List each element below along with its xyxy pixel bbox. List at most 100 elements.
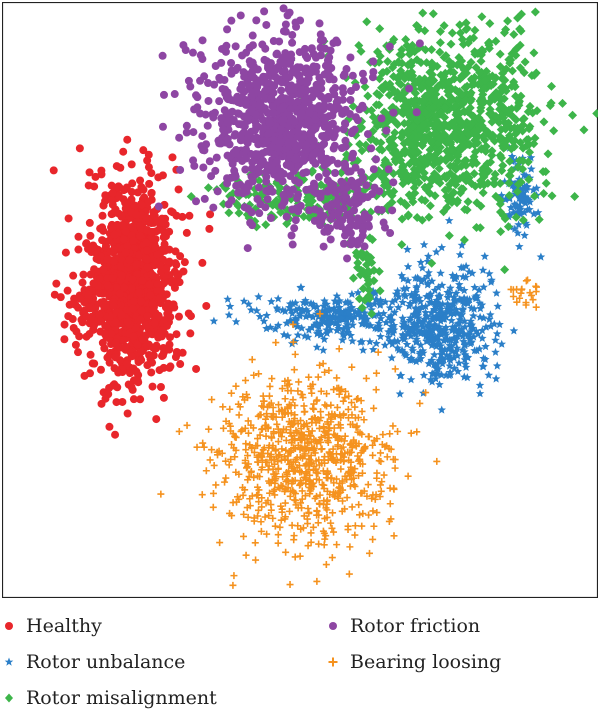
point-rotor-friction — [293, 204, 302, 213]
point-healthy — [205, 224, 214, 233]
point-rotor-friction — [230, 166, 239, 175]
point-healthy — [109, 301, 118, 310]
point-rotor-unbalance — [434, 335, 443, 344]
point-rotor-friction — [222, 41, 231, 50]
point-healthy — [86, 231, 95, 240]
point-rotor-unbalance — [455, 280, 464, 289]
point-rotor-friction — [343, 254, 352, 263]
point-healthy — [119, 147, 128, 156]
point-healthy — [127, 160, 136, 169]
point-rotor-misalignment — [530, 7, 540, 17]
point-rotor-misalignment — [509, 30, 519, 40]
point-rotor-friction — [270, 81, 279, 90]
point-rotor-misalignment — [495, 99, 505, 109]
point-rotor-misalignment — [495, 49, 505, 59]
point-rotor-misalignment — [455, 28, 465, 38]
point-rotor-unbalance — [314, 311, 323, 320]
point-rotor-unbalance — [403, 328, 413, 337]
point-rotor-unbalance — [476, 304, 485, 313]
point-healthy — [69, 271, 78, 280]
point-bearing-loosing — [379, 431, 387, 439]
point-rotor-misalignment — [414, 178, 424, 188]
point-rotor-unbalance — [380, 340, 390, 349]
point-rotor-unbalance — [477, 300, 487, 309]
point-bearing-loosing — [386, 430, 394, 438]
point-rotor-unbalance — [360, 308, 369, 317]
point-healthy — [171, 259, 180, 268]
point-rotor-unbalance — [491, 347, 500, 356]
point-rotor-unbalance — [436, 324, 445, 333]
point-rotor-friction — [209, 203, 218, 212]
point-bearing-loosing — [286, 507, 294, 515]
point-rotor-unbalance — [459, 293, 469, 302]
point-healthy — [84, 303, 93, 312]
point-rotor-friction — [311, 159, 320, 168]
point-rotor-friction — [325, 127, 334, 136]
point-rotor-friction — [346, 239, 355, 248]
point-rotor-misalignment — [411, 94, 421, 104]
point-healthy — [151, 344, 160, 353]
point-rotor-friction — [371, 155, 380, 164]
point-rotor-unbalance — [416, 297, 425, 306]
point-rotor-unbalance — [465, 295, 474, 304]
point-rotor-friction — [254, 183, 263, 192]
point-bearing-loosing — [252, 556, 260, 564]
point-rotor-unbalance — [358, 345, 368, 354]
point-rotor-unbalance — [422, 311, 431, 320]
point-rotor-friction — [314, 173, 323, 182]
point-bearing-loosing — [209, 489, 217, 497]
point-healthy — [95, 275, 104, 284]
point-healthy — [165, 257, 174, 266]
point-healthy — [111, 338, 120, 347]
point-rotor-misalignment — [523, 134, 533, 144]
point-bearing-loosing — [328, 554, 336, 562]
point-rotor-unbalance — [440, 308, 450, 317]
point-rotor-friction — [299, 156, 308, 165]
point-bearing-loosing — [337, 465, 345, 473]
point-healthy — [110, 230, 119, 239]
point-rotor-friction — [354, 236, 363, 245]
point-healthy — [91, 172, 100, 181]
point-rotor-unbalance — [451, 347, 460, 356]
point-healthy — [96, 317, 105, 326]
point-rotor-unbalance — [445, 289, 455, 298]
point-healthy — [98, 289, 107, 298]
point-healthy — [127, 352, 136, 361]
point-rotor-misalignment — [439, 72, 449, 82]
point-rotor-unbalance — [386, 315, 396, 324]
point-rotor-friction — [223, 134, 232, 143]
point-healthy — [153, 280, 162, 289]
point-rotor-friction — [348, 71, 357, 80]
point-healthy — [174, 185, 183, 194]
point-rotor-unbalance — [481, 322, 491, 331]
point-healthy — [86, 350, 95, 359]
point-healthy — [74, 348, 83, 357]
point-rotor-friction — [227, 196, 236, 205]
point-healthy — [133, 340, 142, 349]
point-rotor-friction — [228, 173, 237, 182]
point-rotor-misalignment — [568, 110, 578, 120]
point-rotor-unbalance — [426, 289, 435, 298]
point-rotor-unbalance — [353, 309, 363, 318]
point-bearing-loosing — [330, 386, 338, 394]
point-rotor-misalignment — [512, 187, 522, 197]
point-rotor-unbalance — [487, 275, 496, 284]
point-healthy — [113, 383, 122, 392]
point-bearing-loosing — [315, 540, 323, 548]
point-rotor-friction — [306, 68, 315, 77]
point-bearing-loosing — [345, 392, 353, 400]
point-rotor-friction — [281, 72, 290, 81]
point-healthy — [100, 329, 109, 338]
point-rotor-friction — [326, 235, 335, 244]
point-rotor-misalignment — [435, 26, 445, 36]
point-healthy — [147, 227, 156, 236]
point-healthy — [137, 200, 146, 209]
point-rotor-friction — [227, 69, 236, 78]
point-rotor-friction — [215, 97, 224, 106]
point-healthy — [135, 288, 144, 297]
point-healthy — [143, 255, 152, 264]
point-bearing-loosing — [175, 427, 183, 435]
point-rotor-friction — [184, 76, 193, 85]
point-rotor-misalignment — [477, 12, 487, 22]
point-rotor-unbalance — [443, 293, 453, 302]
